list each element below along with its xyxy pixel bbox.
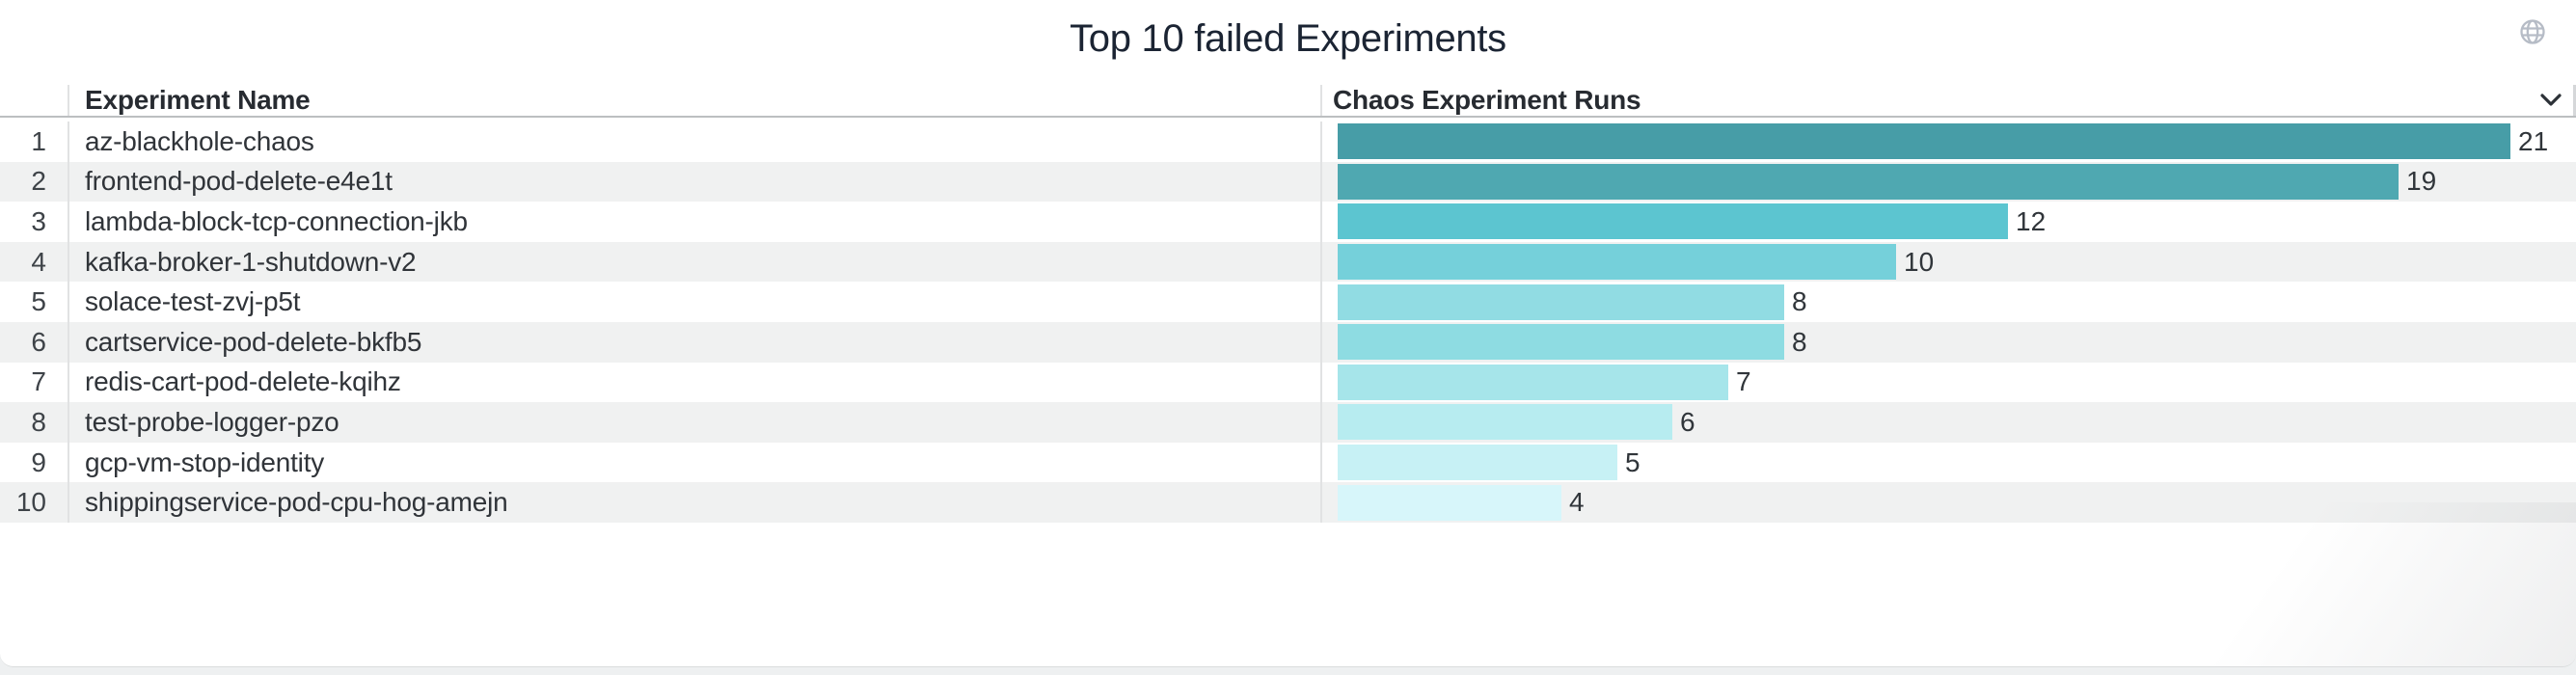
experiment-name: cartservice-pod-delete-bkfb5 <box>69 321 1322 363</box>
table-row: 2 frontend-pod-delete-e4e1t 19 <box>0 161 2576 202</box>
globe-icon <box>2519 18 2546 45</box>
row-rank: 1 <box>0 122 69 162</box>
table-row: 7 redis-cart-pod-delete-kqihz 7 <box>0 362 2576 403</box>
experiment-name: shippingservice-pod-cpu-hog-amejn <box>69 482 1322 523</box>
bar-value-label: 12 <box>2016 205 2047 236</box>
bar[interactable] <box>1338 203 2008 240</box>
bar-value-label: 8 <box>1792 286 1807 317</box>
bar-value-label: 7 <box>1736 366 1751 397</box>
experiment-name: gcp-vm-stop-identity <box>69 442 1322 483</box>
column-header-experiment-name[interactable]: Experiment Name <box>69 85 1322 116</box>
chevron-down-icon[interactable] <box>2540 94 2562 107</box>
experiment-name: solace-test-zvj-p5t <box>69 282 1322 322</box>
bar-cell: 12 <box>1322 202 2576 242</box>
bar[interactable] <box>1338 364 1728 400</box>
row-rank: 3 <box>0 202 69 242</box>
bar-cell: 6 <box>1322 402 2576 443</box>
experiment-name: test-probe-logger-pzo <box>69 402 1322 443</box>
table-header-row: Experiment Name Chaos Experiment Runs <box>0 85 2576 118</box>
bar-cell: 21 <box>1322 122 2576 162</box>
row-rank: 7 <box>0 362 69 403</box>
bar-cell: 19 <box>1322 162 2576 202</box>
bar[interactable] <box>1338 445 1617 481</box>
bar-cell: 7 <box>1322 363 2576 403</box>
table-row: 4 kafka-broker-1-shutdown-v2 10 <box>0 241 2576 283</box>
column-header-label: Experiment Name <box>85 85 311 115</box>
row-rank: 10 <box>0 482 69 523</box>
bar-value-label: 5 <box>1625 446 1641 477</box>
bar-cell: 5 <box>1322 443 2576 483</box>
page-title: Top 10 failed Experiments <box>1070 17 1506 60</box>
experiment-name: frontend-pod-delete-e4e1t <box>69 161 1322 202</box>
bar[interactable] <box>1338 404 1672 441</box>
column-header-label: Chaos Experiment Runs <box>1333 85 1641 115</box>
table-row: 5 solace-test-zvj-p5t 8 <box>0 282 2576 322</box>
corner-shade <box>2074 502 2576 666</box>
bar[interactable] <box>1338 484 1561 521</box>
bar[interactable] <box>1338 123 2510 160</box>
row-rank: 2 <box>0 161 69 202</box>
bar-cell: 10 <box>1322 242 2576 283</box>
table-row: 3 lambda-block-tcp-connection-jkb 12 <box>0 202 2576 242</box>
bar-value-label: 8 <box>1792 326 1807 357</box>
table-row: 8 test-probe-logger-pzo 6 <box>0 402 2576 443</box>
table-row: 10 shippingservice-pod-cpu-hog-amejn 4 <box>0 482 2576 523</box>
row-rank: 4 <box>0 241 69 283</box>
bar[interactable] <box>1338 244 1896 281</box>
experiment-name: redis-cart-pod-delete-kqihz <box>69 362 1322 403</box>
bar[interactable] <box>1338 163 2399 200</box>
bar[interactable] <box>1338 284 1784 320</box>
table-row: 6 cartservice-pod-delete-bkfb5 8 <box>0 321 2576 363</box>
column-header-rank <box>0 85 69 116</box>
bar-value-label: 6 <box>1680 406 1695 437</box>
row-rank: 6 <box>0 321 69 363</box>
row-rank: 5 <box>0 282 69 322</box>
bar-value-label: 21 <box>2518 125 2549 156</box>
bar[interactable] <box>1338 324 1784 361</box>
column-header-chaos-experiment-runs[interactable]: Chaos Experiment Runs <box>1322 85 2576 116</box>
row-rank: 8 <box>0 402 69 443</box>
panel-header: Top 10 failed Experiments <box>0 0 2576 85</box>
bar-value-label: 4 <box>1569 487 1585 518</box>
bar-cell: 8 <box>1322 322 2576 363</box>
table-body: 1 az-blackhole-chaos 21 2 frontend-pod-delet… <box>0 122 2576 523</box>
bar-value-label: 19 <box>2406 166 2437 197</box>
experiment-name: kafka-broker-1-shutdown-v2 <box>69 241 1322 283</box>
bar-value-label: 10 <box>1904 246 1935 277</box>
row-rank: 9 <box>0 442 69 483</box>
table-row: 9 gcp-vm-stop-identity 5 <box>0 442 2576 483</box>
experiment-name: lambda-block-tcp-connection-jkb <box>69 202 1322 242</box>
experiment-name: az-blackhole-chaos <box>69 122 1322 162</box>
bar-cell: 4 <box>1322 482 2576 523</box>
table-row: 1 az-blackhole-chaos 21 <box>0 122 2576 162</box>
bar-cell: 8 <box>1322 282 2576 322</box>
